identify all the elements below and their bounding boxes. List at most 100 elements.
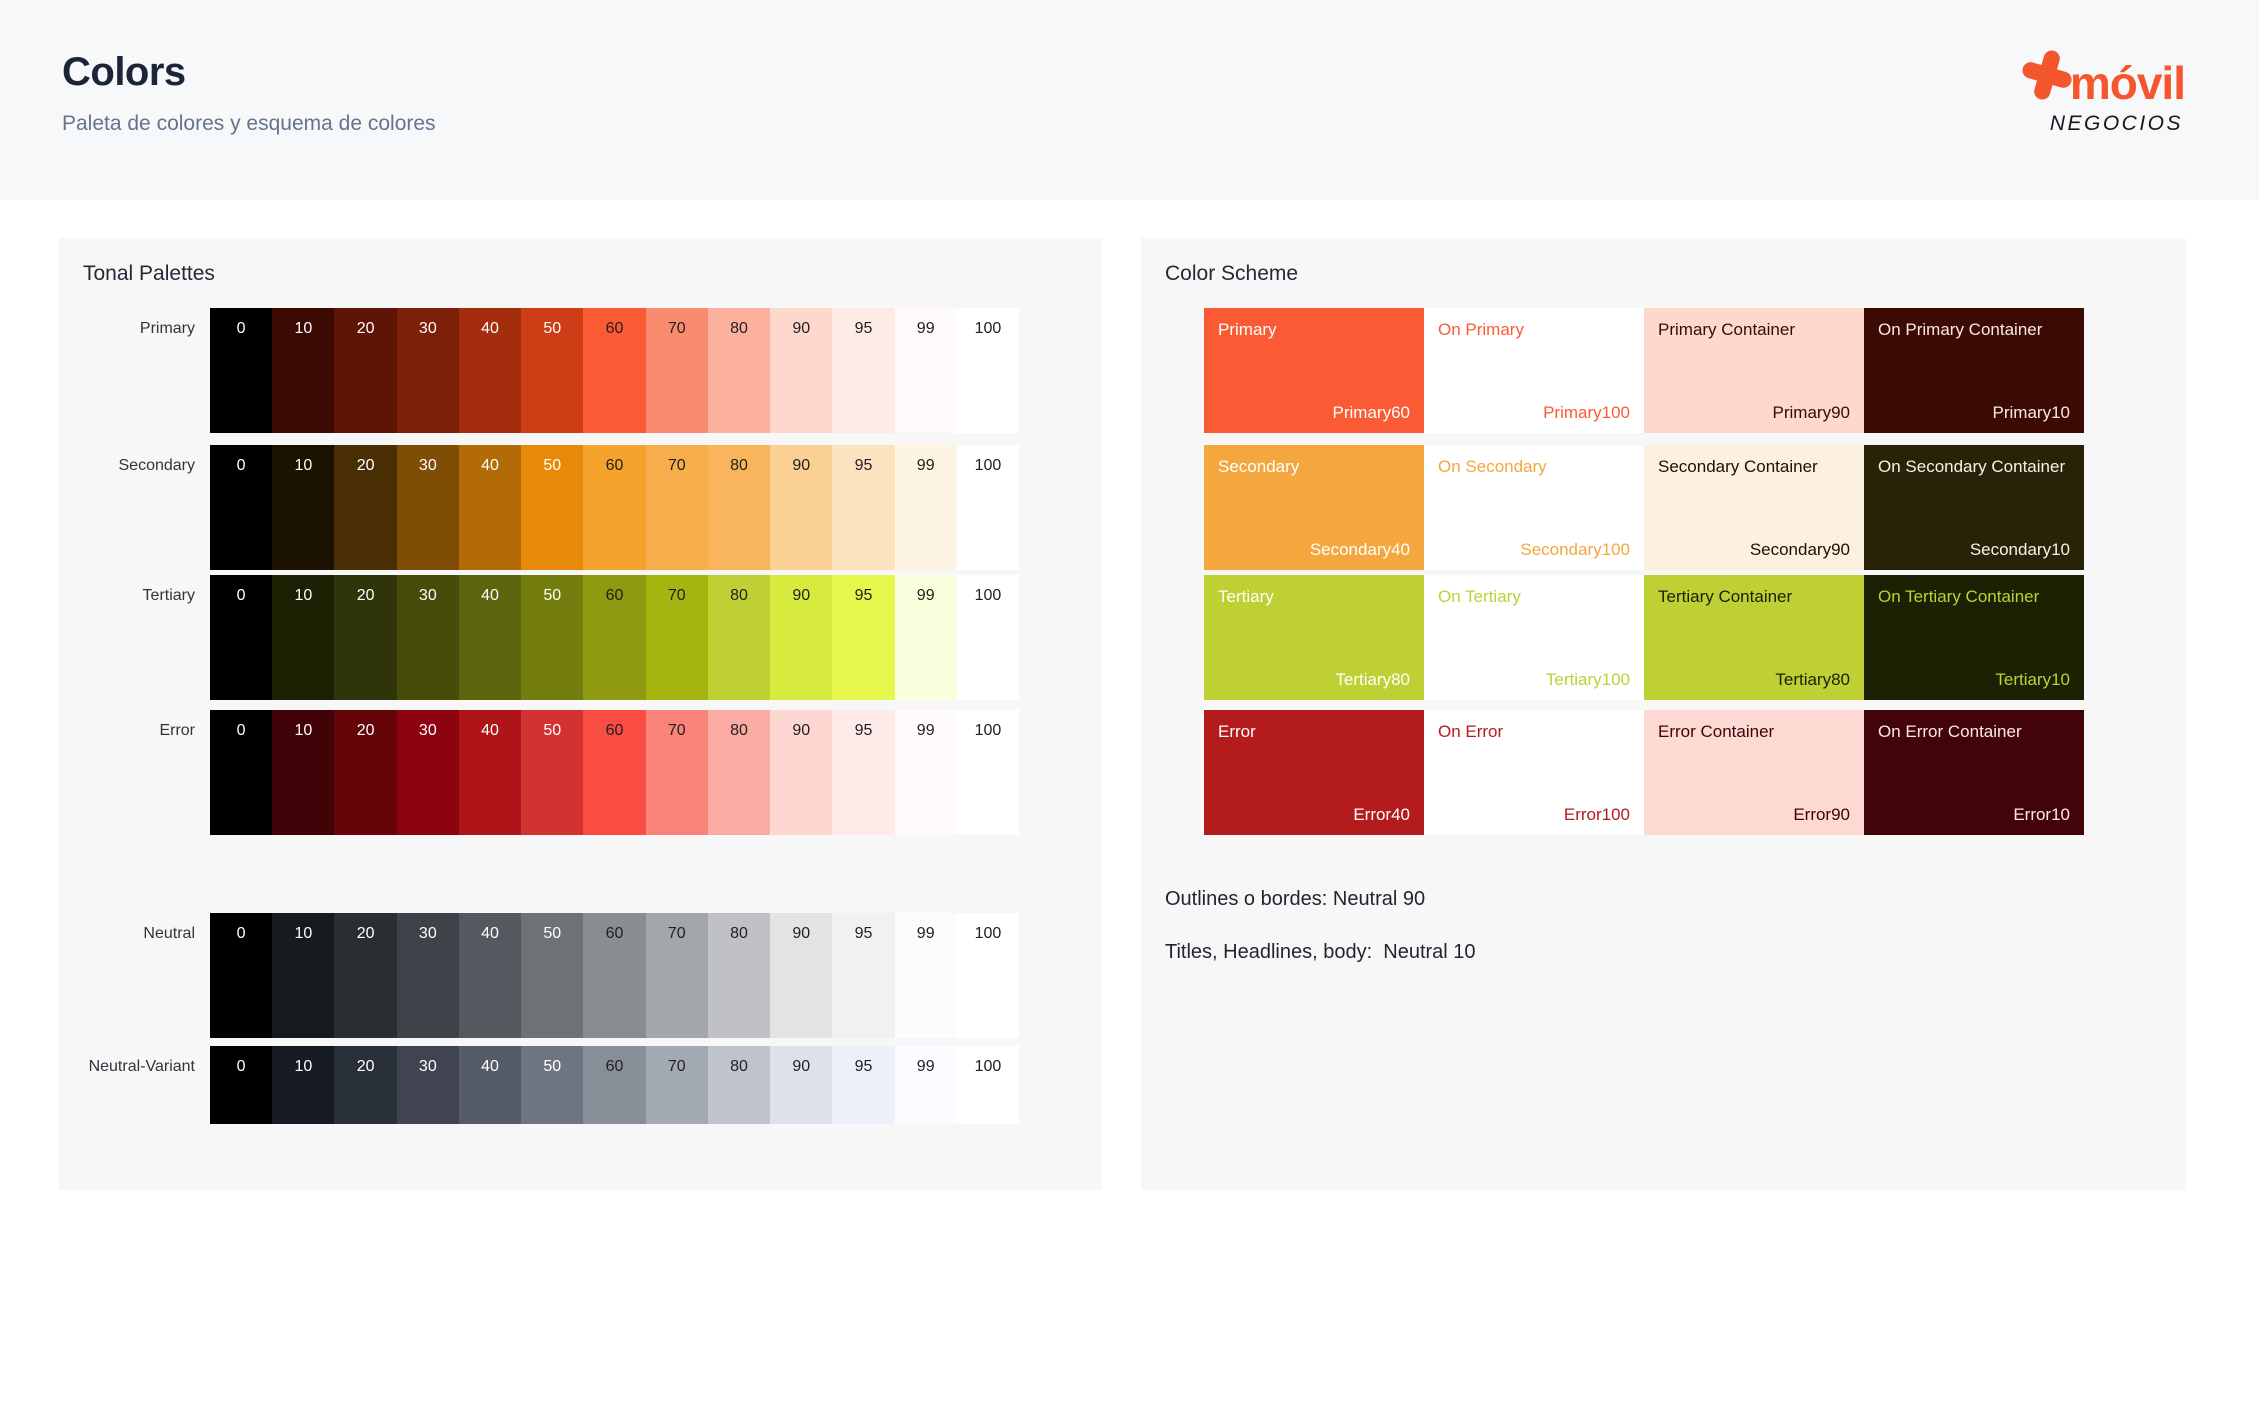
- tonal-swatch-neutral-30: 30: [396, 913, 459, 1038]
- scheme-card-title: Tertiary: [1218, 587, 1274, 606]
- scheme-card-on-secondary: On Secondary Secondary100: [1424, 445, 1644, 570]
- scheme-card-title: Tertiary Container: [1658, 587, 1793, 606]
- tonal-swatch-primary-60: 60: [583, 308, 646, 433]
- tonal-strip: 0 10 20 30 40 50 60 70 80 90 95 99 100: [210, 308, 1020, 433]
- scheme-card-title: On Primary Container: [1878, 320, 2043, 339]
- tonal-row-label: Secondary: [118, 457, 196, 474]
- scheme-card-on-error: On Error Error100: [1424, 710, 1644, 835]
- tonal-swatch-error-99: 99: [894, 710, 957, 835]
- tonal-swatch-error-100: 100: [956, 710, 1020, 835]
- scheme-card-tertiary-container: Tertiary Container Tertiary80: [1644, 575, 1864, 700]
- scheme-card-on-primary: On Primary Primary100: [1424, 308, 1644, 433]
- tonal-swatch-tertiary-95: 95: [832, 575, 895, 700]
- brand-division-label: NEGOCIOS: [2049, 112, 2183, 135]
- scheme-card-title: On Secondary Container: [1878, 457, 2066, 476]
- tonal-swatch-neutral-40: 40: [458, 913, 522, 1038]
- tonal-swatch-neutral-100: 100: [956, 913, 1020, 1038]
- tonal-swatch-error-80: 80: [707, 710, 771, 835]
- tonal-swatch-neutral-95: 95: [832, 913, 895, 1038]
- tonal-swatch-neutral-variant-40: 40: [458, 1046, 522, 1124]
- tonal-swatch-secondary-0: 0: [210, 445, 273, 570]
- scheme-card-token: Primary100: [1543, 403, 1630, 422]
- scheme-card-on-secondary-container: On Secondary Container Secondary10: [1864, 445, 2084, 570]
- scheme-card-on-primary-container: On Primary Container Primary10: [1864, 308, 2084, 433]
- tonal-row-neutral: Neutral 0 10 20 30 40 50 60 70 80 90 95 99 100: [59, 913, 1102, 1038]
- tonal-swatch-tertiary-100: 100: [956, 575, 1020, 700]
- tonal-swatch-primary-0: 0: [210, 308, 273, 433]
- color-scheme-panel: Color Scheme Primary Primary60 On Primary P…: [1141, 238, 2186, 1190]
- scheme-card-error-container: Error Container Error90: [1644, 710, 1864, 835]
- tonal-swatch-secondary-90: 90: [770, 445, 833, 570]
- tonal-row-secondary: Secondary 0 10 20 30 40 50 60 70 80 90 95 99 100: [59, 445, 1102, 570]
- tonal-swatch-tertiary-80: 80: [707, 575, 771, 700]
- scheme-card-primary: Primary Primary60: [1204, 308, 1424, 433]
- scheme-card-secondary-container: Secondary Container Secondary90: [1644, 445, 1864, 570]
- page-header: Colors Paleta de colores y esquema de co…: [0, 0, 2259, 200]
- tonal-swatch-primary-30: 30: [396, 308, 459, 433]
- tonal-swatch-secondary-95: 95: [832, 445, 895, 570]
- scheme-card-title: On Tertiary: [1438, 587, 1521, 606]
- tonal-swatch-neutral-90: 90: [770, 913, 833, 1038]
- plus-icon: [2022, 50, 2072, 100]
- scheme-card-title: On Tertiary Container: [1878, 587, 2040, 606]
- scheme-row: Secondary Secondary40 On Secondary Secondar…: [1204, 445, 2084, 570]
- page-subtitle: Paleta de colores y esquema de colores: [62, 112, 436, 135]
- tonal-swatch-tertiary-50: 50: [521, 575, 584, 700]
- scheme-card-token: Tertiary80: [1775, 670, 1850, 689]
- tonal-swatch-tertiary-70: 70: [645, 575, 708, 700]
- tonal-swatch-error-0: 0: [210, 710, 273, 835]
- tonal-swatch-tertiary-20: 20: [334, 575, 397, 700]
- brand-wordmark: móvil: [2069, 57, 2186, 109]
- scheme-card-title: Primary Container: [1658, 320, 1795, 339]
- scheme-card-token: Tertiary10: [1995, 670, 2070, 689]
- tonal-swatch-error-70: 70: [645, 710, 708, 835]
- scheme-card-tertiary: Tertiary Tertiary80: [1204, 575, 1424, 700]
- tonal-swatch-tertiary-40: 40: [458, 575, 522, 700]
- scheme-card-token: Secondary90: [1749, 540, 1850, 559]
- tonal-swatch-tertiary-0: 0: [210, 575, 273, 700]
- scheme-card-title: On Error Container: [1878, 722, 2022, 741]
- scheme-card-title: Secondary Container: [1658, 457, 1818, 476]
- tonal-swatch-neutral-variant-100: 100: [956, 1046, 1020, 1124]
- tonal-swatch-error-60: 60: [583, 710, 646, 835]
- tonal-palettes-title: Tonal Palettes: [83, 262, 215, 285]
- brand-logo: móvil NEGOCIOS: [2020, 48, 2186, 136]
- scheme-card-token: Secondary40: [1309, 540, 1410, 559]
- scheme-card-token: Error90: [1793, 805, 1850, 824]
- scheme-card-title: On Primary: [1438, 320, 1524, 339]
- tonal-swatch-secondary-99: 99: [894, 445, 957, 570]
- scheme-card-token: Primary60: [1332, 403, 1410, 422]
- scheme-card-primary-container: Primary Container Primary90: [1644, 308, 1864, 433]
- scheme-card-title: On Secondary: [1438, 457, 1547, 476]
- tonal-swatch-secondary-40: 40: [458, 445, 522, 570]
- tonal-swatch-neutral-variant-10: 10: [272, 1046, 335, 1124]
- tonal-swatch-primary-40: 40: [458, 308, 522, 433]
- tonal-swatch-neutral-60: 60: [583, 913, 646, 1038]
- scheme-card-token: Error40: [1353, 805, 1410, 824]
- scheme-card-title: Primary: [1218, 320, 1277, 339]
- tonal-row-tertiary: Tertiary 0 10 20 30 40 50 60 70 80 90 95 99 100: [59, 575, 1102, 700]
- tonal-swatch-neutral-99: 99: [894, 913, 957, 1038]
- tonal-swatch-error-95: 95: [832, 710, 895, 835]
- tonal-swatch-neutral-variant-95: 95: [832, 1046, 895, 1124]
- tonal-strip: 0 10 20 30 40 50 60 70 80 90 95 99 100: [210, 710, 1020, 835]
- tonal-swatch-primary-50: 50: [521, 308, 584, 433]
- tonal-swatch-primary-70: 70: [645, 308, 708, 433]
- tonal-swatch-primary-20: 20: [334, 308, 397, 433]
- tonal-swatch-secondary-70: 70: [645, 445, 708, 570]
- scheme-card-token: Primary10: [1992, 403, 2070, 422]
- tonal-row-neutral-variant: Neutral-Variant 0 10 20 30 40 50 60 70 80 90 95 99 10…: [59, 1046, 1102, 1124]
- tonal-row-label: Tertiary: [142, 587, 195, 604]
- tonal-swatch-neutral-variant-80: 80: [707, 1046, 771, 1124]
- tonal-swatch-primary-95: 95: [832, 308, 895, 433]
- scheme-row: Primary Primary60 On Primary Primary100 Prim…: [1204, 308, 2084, 433]
- tonal-swatch-neutral-variant-50: 50: [521, 1046, 584, 1124]
- tonal-swatch-primary-10: 10: [272, 308, 335, 433]
- tonal-swatch-neutral-10: 10: [272, 913, 335, 1038]
- tonal-swatch-neutral-50: 50: [521, 913, 584, 1038]
- tonal-row-label: Neutral-Variant: [88, 1058, 195, 1075]
- scheme-card-on-error-container: On Error Container Error10: [1864, 710, 2084, 835]
- scheme-card-token: Secondary10: [1969, 540, 2070, 559]
- tonal-swatch-secondary-60: 60: [583, 445, 646, 570]
